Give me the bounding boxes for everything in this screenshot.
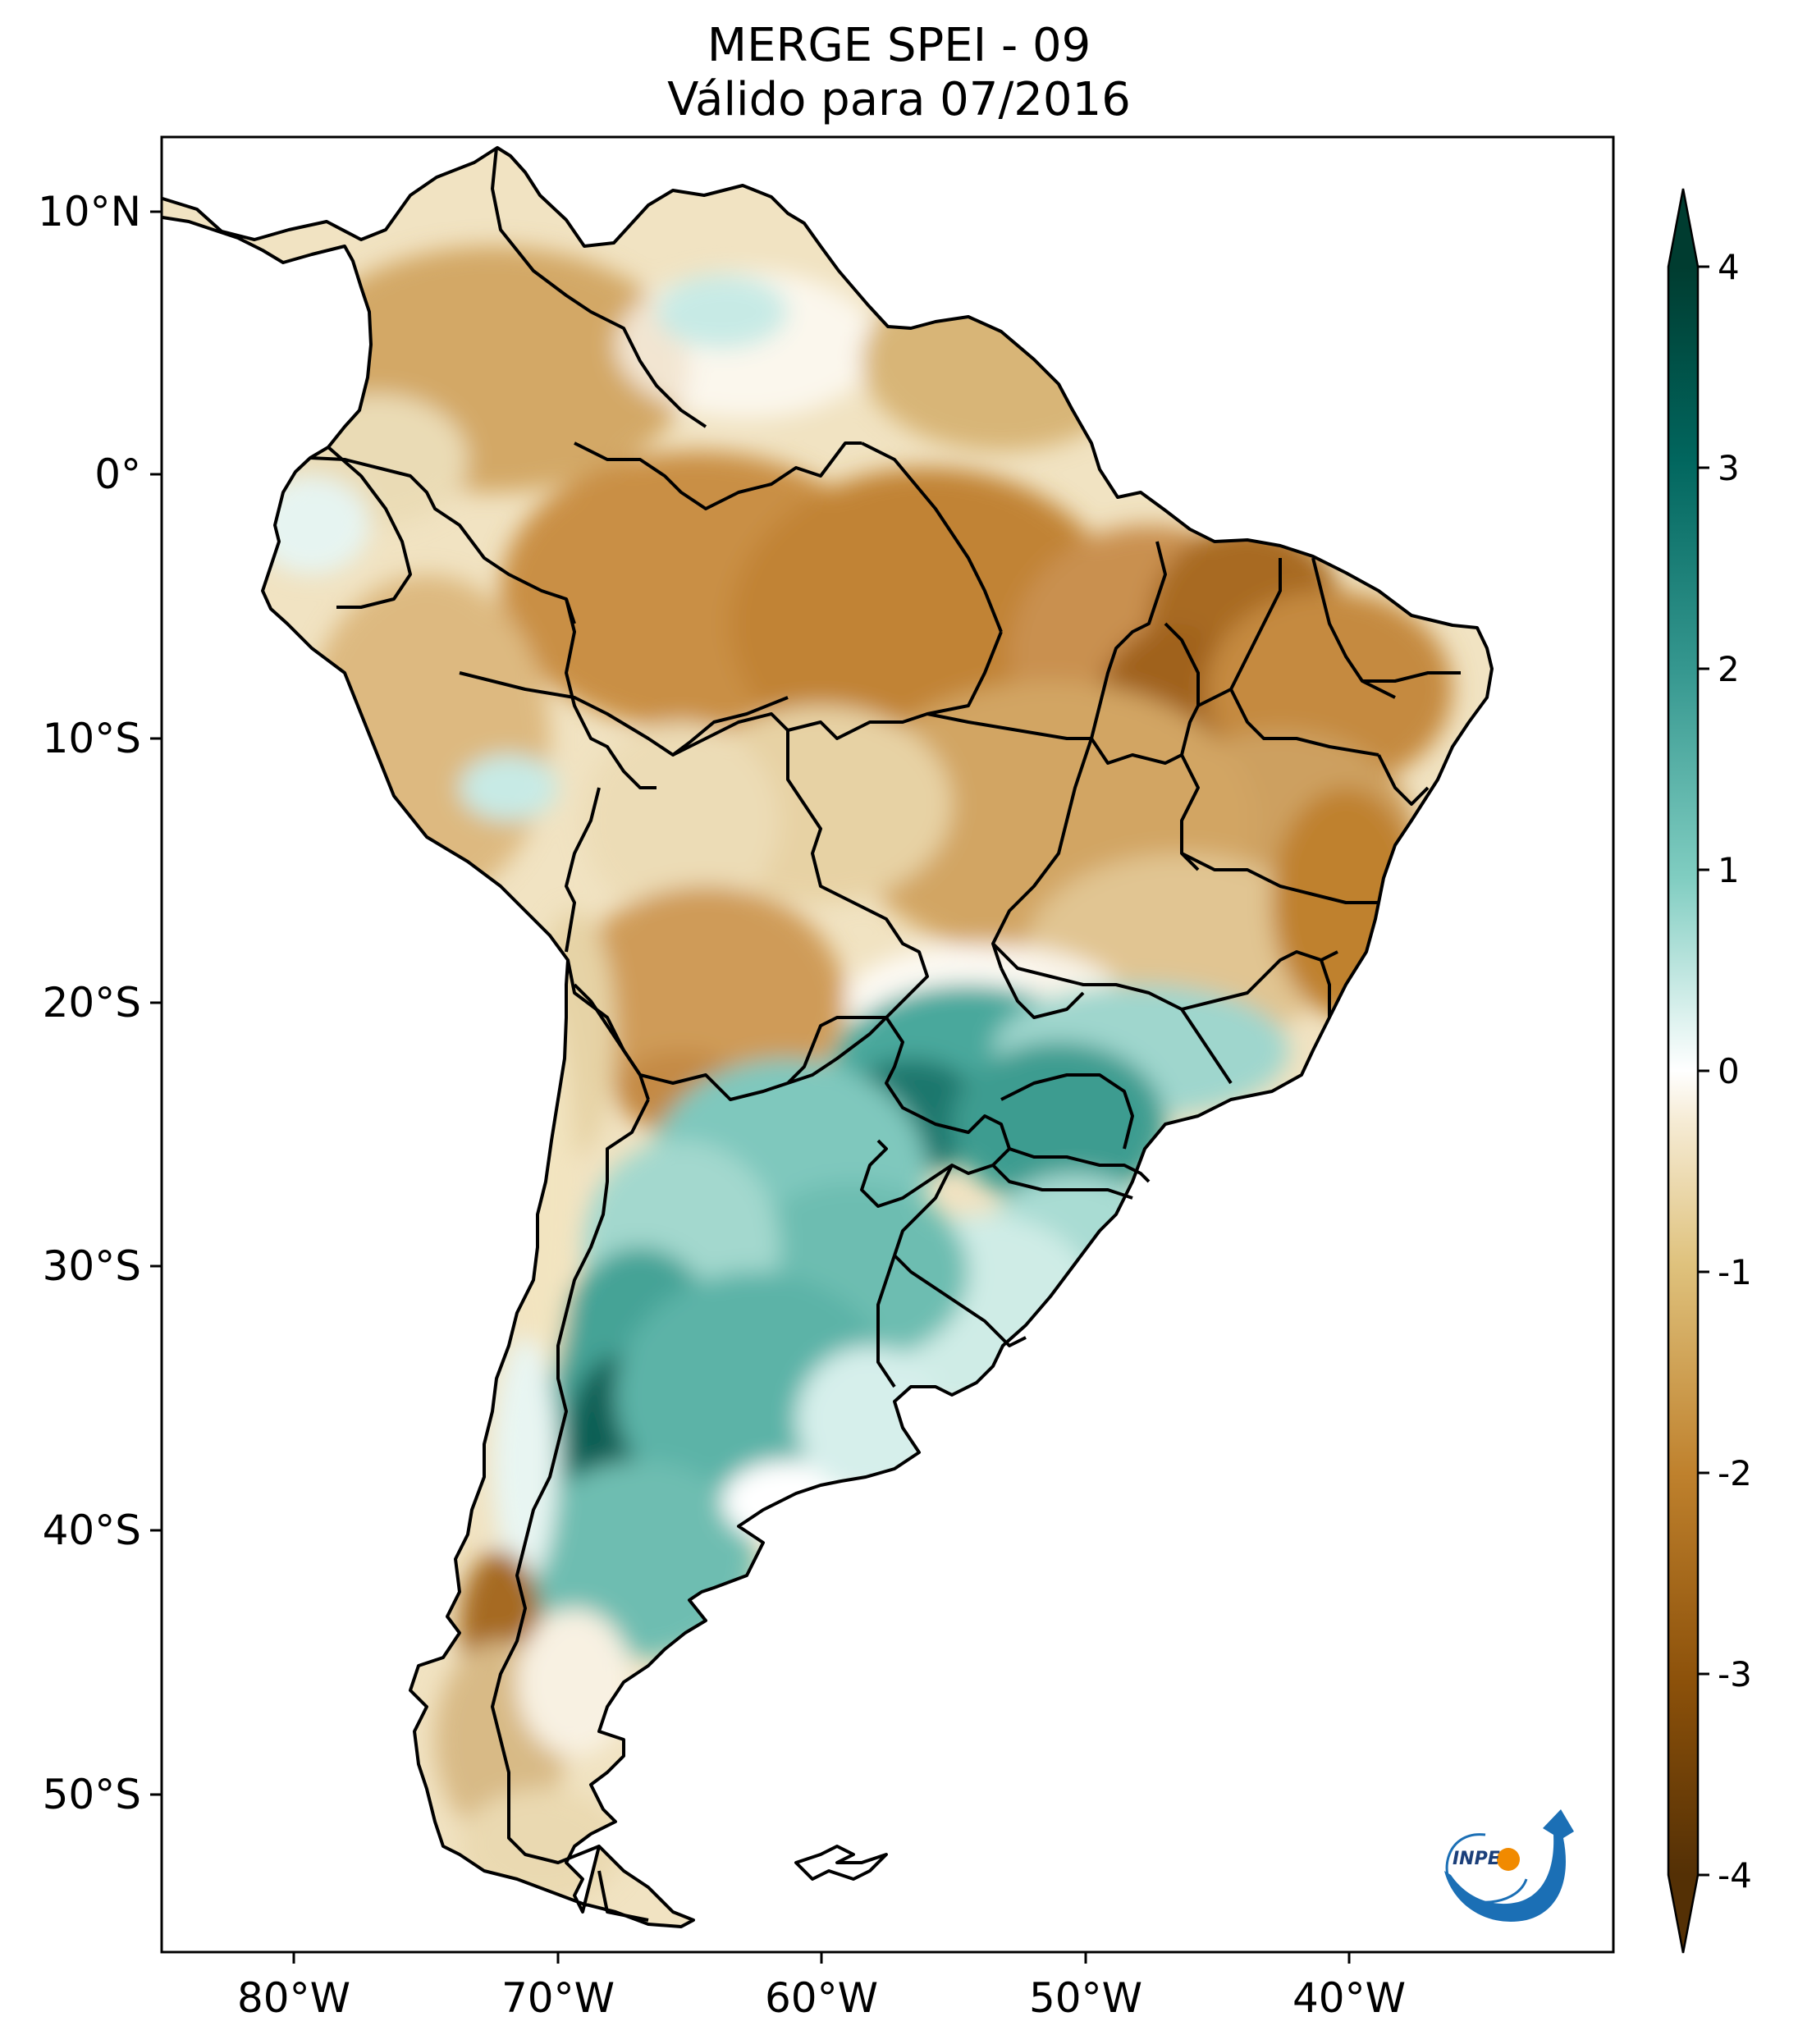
map-subtitle: Válido para 07/2016 — [667, 73, 1131, 126]
colorbar — [1667, 188, 1700, 1954]
colorbar-tick-label: -4 — [1718, 1855, 1752, 1895]
colorbar-tick-label: 0 — [1718, 1051, 1740, 1091]
plot-border — [160, 135, 1615, 1954]
colorbar-upper-extension — [1668, 189, 1698, 267]
colorbar-tick-label: -2 — [1718, 1453, 1752, 1493]
lat-tick-label: 30°S — [43, 1242, 141, 1290]
lat-tick-label: 10°S — [43, 715, 141, 762]
map-title: MERGE SPEI - 09 — [707, 19, 1091, 72]
colorbar-lower-extension — [1668, 1875, 1698, 1953]
lon-tick-label: 50°W — [1029, 1974, 1142, 2022]
inpe-logo-text: INPE — [1453, 1849, 1500, 1869]
colorbar-tick-label: 3 — [1718, 448, 1740, 488]
lat-tick-label: 10°N — [38, 188, 141, 235]
lon-tick-label: 40°W — [1292, 1974, 1406, 2022]
colorbar-tick-label: 2 — [1718, 649, 1740, 689]
colorbar-tick-label: 4 — [1718, 247, 1740, 287]
colorbar-ticks: 4 3 2 1 0 -1 -2 -3 -4 — [1698, 247, 1752, 1895]
colorbar-tick-label: -3 — [1718, 1654, 1752, 1694]
longitude-axis: 80°W 70°W 60°W 50°W 40°W — [237, 1952, 1406, 2022]
lat-tick-label: 0° — [94, 450, 141, 498]
lon-tick-label: 80°W — [237, 1974, 350, 2022]
colorbar-tick-label: 1 — [1718, 850, 1740, 890]
lon-tick-label: 60°W — [765, 1974, 878, 2022]
coastline-borders — [162, 146, 1494, 1928]
colorbar-body — [1668, 267, 1698, 1875]
latitude-axis: 10°N 0° 10°S 20°S 30°S 40°S 50°S — [38, 188, 162, 1818]
lat-tick-label: 50°S — [43, 1771, 141, 1818]
lat-tick-label: 20°S — [43, 979, 141, 1027]
lat-tick-label: 40°S — [43, 1507, 141, 1554]
inpe-logo: INPE — [1444, 1809, 1574, 1922]
lon-tick-label: 70°W — [501, 1974, 615, 2022]
colorbar-tick-label: -1 — [1718, 1252, 1752, 1292]
